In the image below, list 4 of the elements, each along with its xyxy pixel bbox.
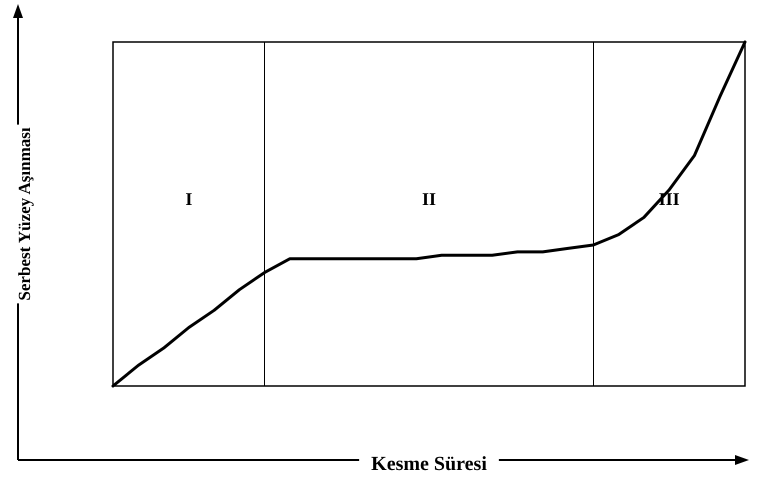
y-axis-title: Serbest Yüzey Aşınması (15, 127, 34, 301)
annotation: II (422, 189, 436, 209)
annotation: I (185, 189, 192, 209)
x-axis-title: Kesme Süresi (371, 453, 488, 475)
